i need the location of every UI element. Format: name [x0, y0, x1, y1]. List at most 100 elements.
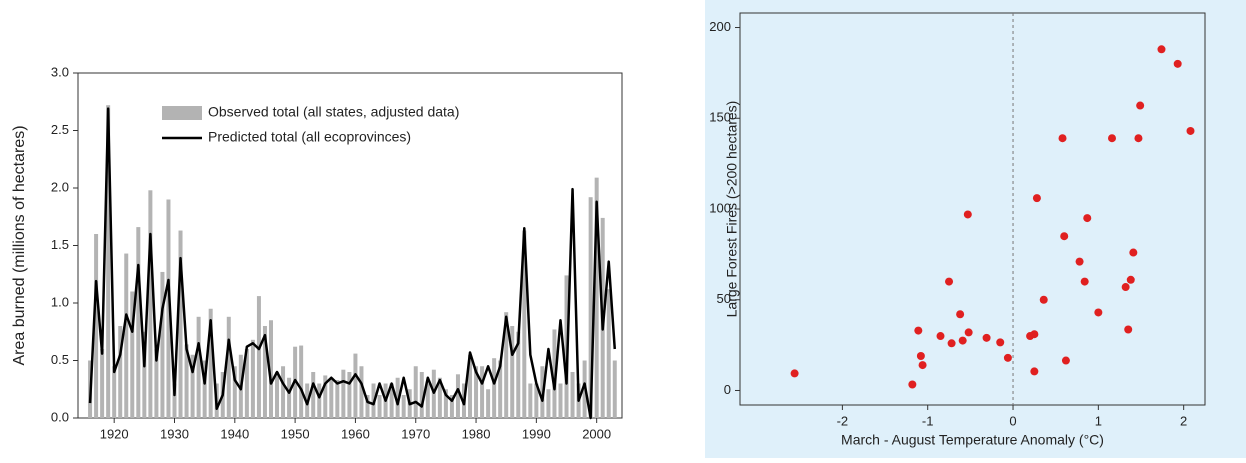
x-tick-label: 1	[1095, 413, 1102, 428]
bar	[377, 395, 382, 418]
bar	[588, 197, 593, 418]
bar	[142, 331, 147, 418]
bar	[148, 190, 153, 418]
bar	[546, 389, 551, 418]
bar	[365, 395, 370, 418]
x-tick-label: 2	[1180, 413, 1187, 428]
bar	[504, 312, 509, 418]
y-tick-label: 50	[717, 291, 731, 306]
bar	[178, 230, 183, 418]
point	[1080, 277, 1089, 286]
y-tick-label: 150	[709, 110, 731, 125]
bar	[232, 366, 237, 418]
point	[1003, 353, 1012, 362]
line	[88, 107, 617, 420]
point	[1094, 308, 1103, 317]
point	[1186, 126, 1195, 135]
bar	[311, 372, 316, 418]
bar	[401, 395, 406, 418]
bar	[558, 383, 563, 418]
point	[1136, 101, 1145, 110]
bar	[413, 366, 418, 418]
y-axis-label: Large Forest Fires (>200 hectares)	[724, 101, 740, 318]
bar	[455, 374, 460, 418]
bar	[190, 354, 195, 418]
y-tick-label: 0.0	[51, 409, 69, 424]
point	[936, 332, 945, 341]
x-tick-label: 1960	[341, 426, 370, 441]
point	[996, 338, 1005, 347]
point	[1129, 248, 1138, 257]
point	[1030, 367, 1039, 376]
x-tick-label: 1940	[220, 426, 249, 441]
y-tick-label: 200	[709, 19, 731, 34]
point	[790, 369, 799, 378]
bar	[106, 105, 111, 418]
x-tick-label: 1920	[100, 426, 129, 441]
bar	[443, 389, 448, 418]
legend-label: Observed total (all states, adjusted dat…	[208, 104, 459, 120]
y-tick-label: 1.0	[51, 294, 69, 309]
bar	[166, 199, 171, 418]
bar	[606, 289, 611, 418]
point	[916, 352, 925, 360]
bar	[449, 395, 454, 418]
point	[1108, 134, 1116, 143]
bar	[94, 234, 99, 418]
y-tick-label: 2.0	[51, 179, 69, 194]
legend-swatch	[162, 106, 202, 120]
bar	[516, 331, 521, 418]
bar	[419, 372, 424, 418]
bar	[160, 271, 165, 418]
point	[1083, 214, 1092, 223]
point	[1126, 275, 1135, 284]
bar	[136, 227, 141, 418]
bar	[275, 372, 280, 418]
bar	[184, 344, 189, 418]
y-tick-label: 1.5	[51, 237, 69, 252]
point	[914, 326, 923, 335]
bar	[486, 389, 491, 418]
bar	[468, 354, 473, 418]
x-axis-label: March - August Temperature Anomaly (°C)	[841, 432, 1104, 448]
y-tick-label: 0	[724, 382, 731, 397]
y-tick-label: 2.5	[51, 122, 69, 137]
bar	[118, 326, 123, 418]
bar	[256, 296, 261, 418]
bar	[528, 383, 533, 418]
bar	[353, 353, 358, 418]
point	[1124, 325, 1133, 334]
point	[1030, 330, 1039, 339]
x-tick-label: 0	[1009, 413, 1016, 428]
bar	[329, 377, 334, 418]
bar	[154, 349, 159, 418]
point	[982, 333, 991, 342]
bar	[335, 380, 340, 418]
x-tick-label: 2000	[582, 426, 611, 441]
bar	[226, 316, 231, 418]
bar	[196, 316, 201, 418]
x-tick-label: -2	[837, 413, 849, 428]
x-tick-label: 1930	[160, 426, 189, 441]
bar	[570, 372, 575, 418]
point	[1134, 134, 1143, 143]
bar	[474, 366, 479, 418]
x-tick-label: 1990	[522, 426, 551, 441]
bar	[395, 377, 400, 418]
point	[1032, 194, 1041, 203]
bar	[202, 360, 207, 418]
bar	[323, 375, 328, 418]
bar	[389, 383, 394, 418]
y-tick-label: 100	[709, 200, 731, 215]
bar	[425, 383, 430, 418]
bar	[268, 320, 273, 418]
bar	[359, 366, 364, 418]
point	[964, 328, 973, 337]
bar	[287, 377, 292, 418]
bar	[100, 349, 105, 418]
x-tick-label: -1	[922, 413, 934, 428]
point	[958, 336, 967, 345]
point	[1157, 45, 1166, 54]
bar	[510, 326, 515, 418]
